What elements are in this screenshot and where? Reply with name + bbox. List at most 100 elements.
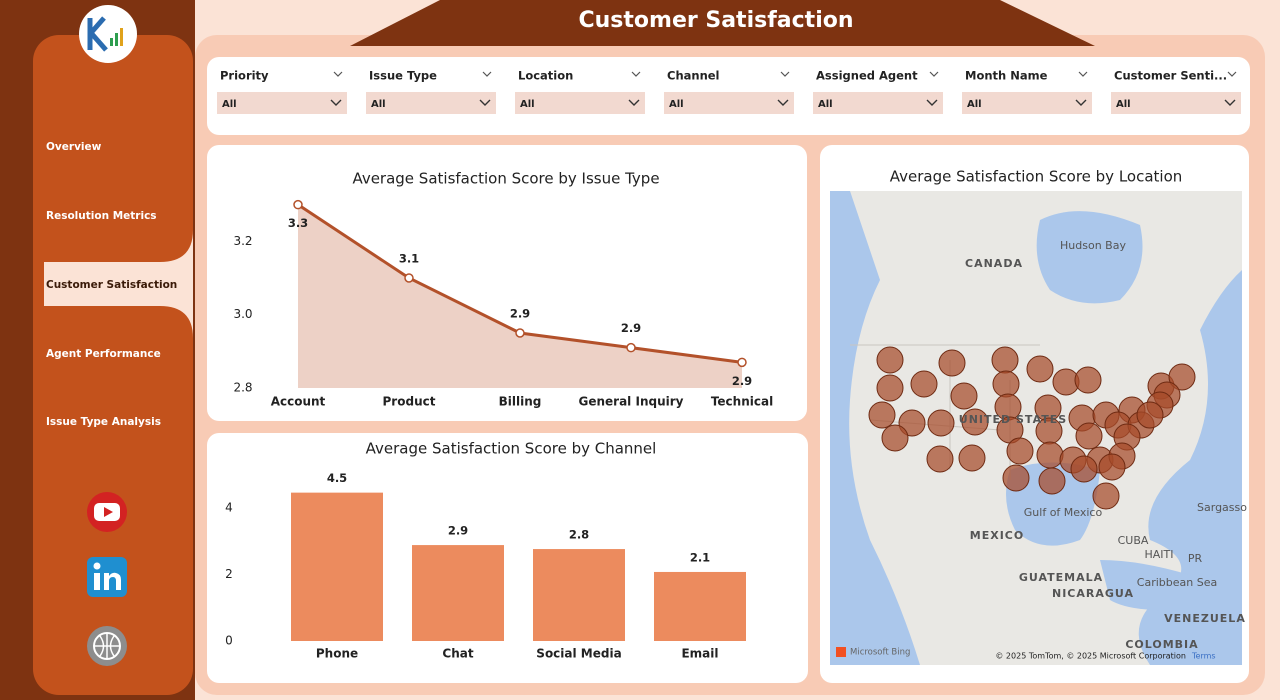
nav-item[interactable]: Customer Satisfaction (46, 279, 177, 291)
location-bubble[interactable] (1026, 355, 1054, 383)
filter-chevron (482, 71, 492, 77)
location-bubble[interactable] (927, 409, 955, 437)
chart-title: Average Satisfaction Score by Channel (366, 440, 657, 458)
location-bubble[interactable] (1006, 437, 1034, 465)
location-bubble[interactable] (961, 408, 989, 436)
area (298, 204, 742, 388)
location-bubble[interactable] (876, 346, 904, 374)
filter-dropdown[interactable] (1111, 92, 1241, 114)
y-tick-label: 4 (225, 501, 233, 515)
linkedin-icon-bar (94, 573, 100, 590)
location-bubble[interactable] (992, 370, 1020, 398)
dropdown-chevron (330, 99, 342, 106)
data-label: 2.9 (621, 321, 641, 335)
y-tick-label: 0 (225, 634, 233, 648)
filter-value: All (371, 99, 386, 110)
filter-dropdown[interactable] (217, 92, 347, 114)
filter-dropdown[interactable] (813, 92, 943, 114)
map-title: Average Satisfaction Score by Location (890, 168, 1183, 186)
nav-item[interactable]: Overview (46, 141, 102, 153)
location-bubble[interactable] (1168, 363, 1196, 391)
x-tick-label: Technical (711, 395, 773, 409)
data-label: 2.8 (569, 528, 589, 542)
location-bubble[interactable] (876, 374, 904, 402)
page-title: Customer Satisfaction (578, 8, 853, 33)
map-label: VENEZUELA (1164, 612, 1246, 625)
map-label: CUBA (1118, 534, 1149, 547)
bing-logo (836, 647, 846, 657)
bar (291, 492, 383, 641)
data-label: 2.9 (510, 307, 530, 321)
x-tick-label: Email (681, 647, 718, 661)
sidebar (33, 35, 193, 695)
location-bubble[interactable] (898, 409, 926, 437)
filter-dropdown[interactable] (664, 92, 794, 114)
map-label: UNITED STATES (959, 413, 1067, 426)
map-label: Caribbean Sea (1137, 576, 1217, 589)
filter-value: All (818, 99, 833, 110)
active-tab[interactable] (44, 262, 193, 306)
filter-value: All (1116, 99, 1131, 110)
location-bubble[interactable] (950, 382, 978, 410)
filter-chevron (1227, 71, 1237, 77)
location-bubble[interactable] (938, 349, 966, 377)
nav-item[interactable]: Issue Type Analysis (46, 416, 161, 428)
dropdown-chevron (1075, 99, 1087, 106)
filter-value: All (669, 99, 684, 110)
map-label: MEXICO (970, 529, 1024, 542)
bar (533, 549, 625, 641)
location-bubble[interactable] (1002, 464, 1030, 492)
data-label: 3.3 (288, 216, 308, 230)
map-label: GUATEMALA (1019, 571, 1103, 584)
x-tick-label: Chat (442, 647, 473, 661)
location-bubble[interactable] (1075, 422, 1103, 450)
filter-dropdown[interactable] (366, 92, 496, 114)
location-bubble[interactable] (926, 445, 954, 473)
linkedin-icon-dot (93, 562, 101, 570)
location-bubble[interactable] (910, 370, 938, 398)
data-label: 3.1 (399, 252, 419, 266)
location-bubble[interactable] (1036, 441, 1064, 469)
map-label: CANADA (965, 257, 1023, 270)
logo-bar (110, 38, 113, 46)
x-tick-label: Product (383, 395, 436, 409)
filter-dropdown[interactable] (962, 92, 1092, 114)
point (293, 199, 303, 210)
point (626, 342, 636, 353)
filter-label: Priority (220, 69, 269, 83)
filter-value: All (222, 99, 237, 110)
map-attribution: © 2025 TomTom, © 2025 Microsoft Corporat… (995, 652, 1186, 661)
data-label: 2.9 (448, 524, 468, 538)
filter-dropdown[interactable] (515, 92, 645, 114)
tab-curve (160, 230, 193, 262)
tab-curve (160, 306, 193, 338)
location-bubble[interactable] (1070, 455, 1098, 483)
location-bubble[interactable] (991, 346, 1019, 374)
x-tick-label: Account (271, 395, 326, 409)
dropdown-chevron (479, 99, 491, 106)
data-label: 2.9 (732, 374, 752, 388)
map-terms[interactable]: Terms (1191, 652, 1216, 661)
header-banner (350, 0, 1095, 46)
location-bubble[interactable] (1074, 366, 1102, 394)
filter-label: Month Name (965, 69, 1048, 83)
location-bubble[interactable] (958, 444, 986, 472)
point (515, 328, 525, 338)
location-bubble[interactable] (868, 401, 896, 429)
location-bubble[interactable] (1136, 401, 1164, 429)
chart-title: Average Satisfaction Score by Issue Type (352, 170, 659, 188)
filter-value: All (967, 99, 982, 110)
y-tick-label: 3.2 (233, 234, 252, 248)
location-bubble[interactable] (1098, 453, 1126, 481)
y-tick-label: 2.8 (233, 381, 252, 395)
filter-chevron (929, 71, 939, 77)
nav-item[interactable]: Agent Performance (46, 348, 161, 360)
web-icon-lines (94, 633, 120, 659)
filter-label: Assigned Agent (816, 69, 918, 83)
map-label: Gulf of Mexico (1024, 506, 1103, 519)
nav-item[interactable]: Resolution Metrics (46, 210, 157, 222)
location-bubble[interactable] (1038, 467, 1066, 495)
location-bubble[interactable] (881, 424, 909, 452)
map-brand: Microsoft Bing (850, 648, 910, 658)
location-bubble[interactable] (1092, 482, 1120, 510)
